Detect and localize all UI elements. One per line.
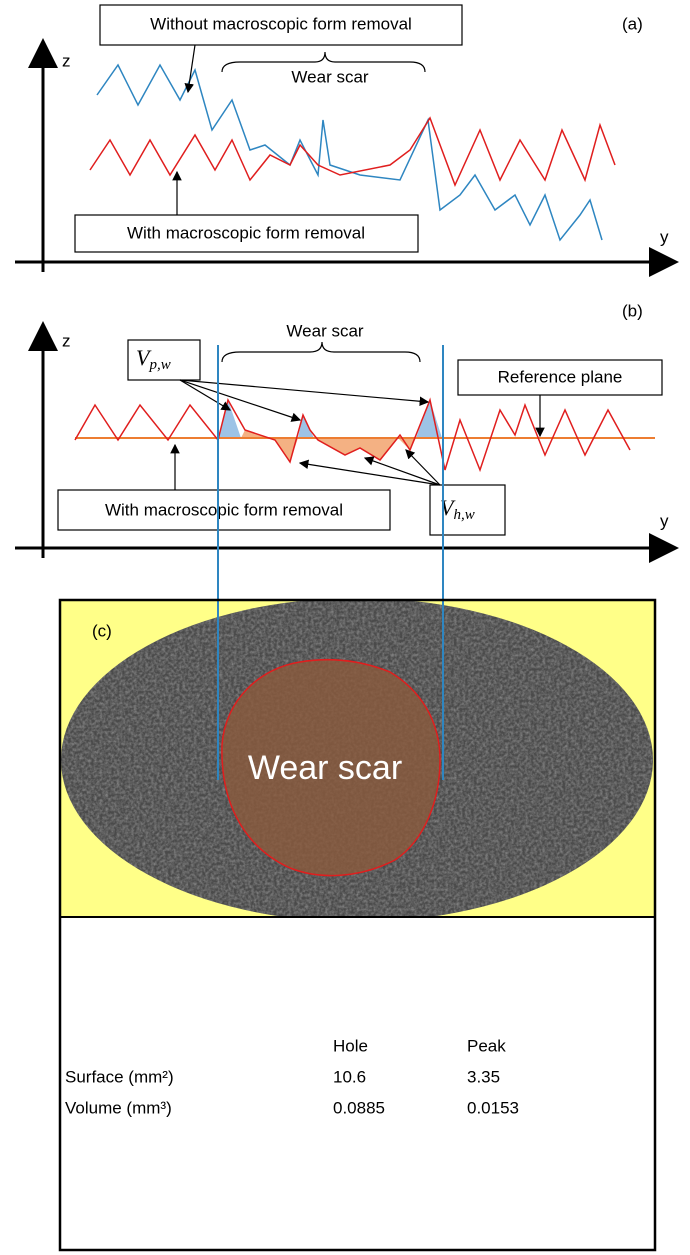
- arrow: [406, 450, 440, 485]
- row-label: Surface (mm²): [65, 1067, 174, 1086]
- bracket: [222, 342, 420, 362]
- box-text: With macroscopic form removal: [127, 223, 365, 242]
- box-text: Reference plane: [498, 367, 623, 386]
- z-label: z: [62, 331, 71, 350]
- bracket-label: Wear scar: [286, 321, 363, 340]
- column-header: Peak: [467, 1036, 506, 1055]
- cell: 10.6: [333, 1067, 366, 1086]
- figure: z y (a) Without macroscopic form removal…: [0, 0, 690, 1255]
- panel-label: (b): [622, 301, 643, 320]
- arrow: [188, 45, 195, 92]
- profile-corrected: [75, 400, 630, 470]
- y-label: y: [660, 227, 669, 246]
- profile-raw: [97, 65, 602, 240]
- cell: 0.0153: [467, 1098, 519, 1117]
- arrow: [180, 380, 230, 410]
- column-header: Hole: [333, 1036, 368, 1055]
- cell: 0.0885: [333, 1098, 385, 1117]
- arrow: [300, 463, 440, 485]
- bracket-label: Wear scar: [291, 67, 368, 86]
- row-label: Volume (mm³): [65, 1098, 172, 1117]
- profile-corrected: [90, 118, 615, 185]
- box-text: Without macroscopic form removal: [150, 14, 412, 33]
- peak-area: [416, 400, 442, 438]
- z-label: z: [62, 51, 71, 70]
- subscript: h,w: [453, 507, 474, 523]
- cell: 3.35: [467, 1067, 500, 1086]
- panel-a: z y (a) Without macroscopic form removal…: [15, 5, 669, 272]
- subscript: p,w: [148, 357, 170, 373]
- panel-b: z y (b) Wear scar Vp,w Reference plane W…: [15, 301, 669, 558]
- panel-label: (a): [622, 14, 643, 33]
- arrow: [365, 458, 440, 485]
- box-text: With macroscopic form removal: [105, 500, 343, 519]
- table: Hole Peak Surface (mm²) 10.6 3.35 Volume…: [65, 1036, 519, 1117]
- peak-area: [218, 400, 241, 438]
- panel-label: (c): [92, 621, 112, 640]
- scar-label: Wear scar: [248, 749, 402, 787]
- y-label: y: [660, 511, 669, 530]
